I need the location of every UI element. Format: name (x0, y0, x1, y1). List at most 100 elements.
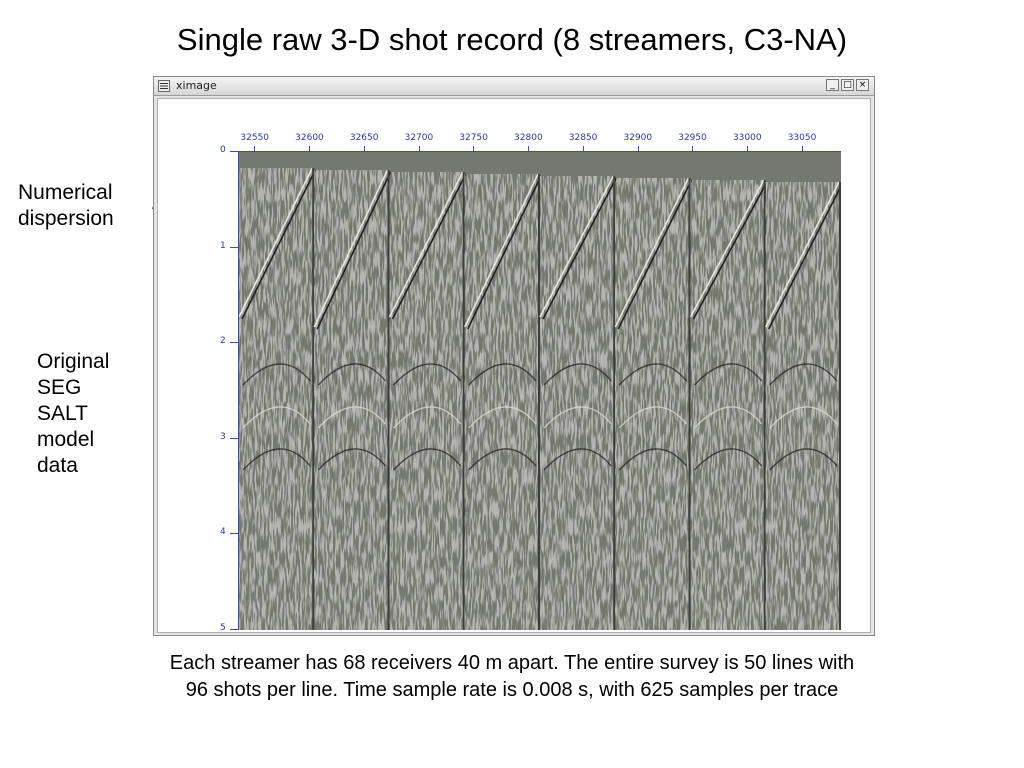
reflection-arc (468, 363, 537, 386)
streamer-panel (765, 181, 843, 630)
first-break-shadow (692, 181, 768, 320)
streamer-panel (313, 169, 392, 630)
streamer-panel (614, 177, 693, 630)
x-tick-label: 32900 (623, 133, 653, 143)
original-label-line: data (37, 454, 78, 477)
streamer-texture (765, 182, 839, 630)
reflection-arc (769, 406, 838, 429)
reflection-arc (242, 363, 311, 386)
reflection-arc (618, 448, 688, 471)
close-button[interactable]: × (856, 79, 869, 91)
x-tick-label: 33000 (732, 133, 762, 143)
x-tick-label: 32550 (240, 133, 270, 143)
x-tick-label: 32600 (295, 133, 324, 143)
y-tick-label: 3 (220, 431, 226, 442)
x-tick-label: 32850 (568, 133, 598, 143)
numerical-dispersion-label: Numerical dispersion (18, 180, 114, 232)
slide-caption: Each streamer has 68 receivers 40 m apar… (40, 650, 984, 704)
caption-line1: Each streamer has 68 receivers 40 m apar… (169, 652, 855, 674)
x-tick-label: 32650 (349, 133, 379, 143)
window-titlebar[interactable]: ximage _ □ × (154, 77, 874, 96)
x-tick-label: 33050 (787, 133, 817, 143)
x-tick-mark (418, 146, 420, 151)
original-label-line: Original (37, 350, 110, 373)
y-tick-label: 0 (220, 145, 226, 155)
window-menu-icon[interactable] (158, 80, 170, 92)
reflection-arc (618, 363, 688, 386)
y-tick-label: 5 (220, 623, 226, 633)
reflection-arc (543, 406, 612, 429)
original-data-label: Original SEG SALT model data (37, 349, 147, 479)
reflection-arc (693, 448, 763, 471)
caption-line2: 96 shots per line. Time sample rate is 0… (185, 679, 839, 701)
y-tick-mark (230, 342, 238, 344)
seismic-traces (238, 152, 843, 630)
first-break-shadow (241, 169, 316, 320)
y-tick-mark (230, 437, 238, 439)
streamer-panel (238, 167, 316, 630)
reflection-arc (317, 406, 387, 429)
y-tick-mark (230, 629, 238, 630)
x-tick-mark (637, 146, 639, 151)
first-break-shadow (467, 175, 542, 330)
first-break-line (388, 171, 464, 318)
x-tick-mark (309, 146, 311, 151)
first-break-line (313, 169, 389, 328)
reflection-arc (242, 448, 311, 471)
first-break-shadow (768, 183, 843, 330)
reflection-arc (392, 448, 462, 471)
reflection-arc (769, 448, 838, 471)
x-tick-label: 32750 (459, 133, 488, 143)
first-break-shadow (391, 173, 467, 320)
reflection-arc (242, 406, 311, 429)
x-tick-label: 32800 (514, 133, 543, 143)
x-tick-label: 32700 (404, 133, 434, 143)
first-break-shadow (617, 179, 693, 330)
maximize-button[interactable]: □ (841, 79, 854, 91)
seismic-image[interactable] (238, 151, 843, 630)
dispersion-label-line2: dispersion (18, 207, 114, 230)
x-tick-mark (473, 146, 475, 151)
reflection-arc (317, 448, 387, 471)
original-label-line: model (37, 428, 95, 451)
first-break-line (614, 177, 690, 328)
streamer-texture (314, 170, 388, 630)
streamer-texture (690, 180, 764, 630)
reflection-arc (468, 448, 537, 471)
reflection-arc (543, 448, 612, 471)
ximage-window[interactable]: ximage _ □ × 32550 32600 (153, 76, 875, 636)
dispersion-label-line1: Numerical (18, 181, 113, 204)
first-break-line (765, 181, 840, 328)
reflection-arc (618, 406, 688, 429)
minimize-button[interactable]: _ (826, 79, 839, 91)
window-title: ximage (176, 79, 217, 92)
x-tick-mark (528, 146, 530, 151)
y-tick-mark (230, 246, 238, 248)
reflection-arc (693, 406, 763, 429)
y-tick-label: 2 (220, 336, 226, 347)
x-tick-mark (801, 146, 803, 151)
first-break-line (464, 173, 539, 328)
reflection-arc (317, 363, 387, 386)
reflection-arc (468, 406, 537, 429)
x-tick-mark (746, 146, 748, 151)
y-tick-label: 1 (220, 240, 226, 251)
x-tick-mark (582, 146, 584, 151)
original-label-line: SALT (37, 402, 88, 425)
slide-title: Single raw 3-D shot record (8 streamers,… (176, 22, 848, 57)
reflection-arc (392, 363, 462, 386)
first-break-line (689, 179, 765, 318)
streamer-panel (539, 175, 617, 630)
first-break-line (539, 175, 614, 318)
first-break-shadow (316, 171, 392, 330)
streamer-texture (239, 168, 313, 630)
x-tick-mark (254, 146, 256, 151)
y-tick-mark (230, 533, 238, 535)
streamer-panel (388, 171, 467, 630)
x-tick-mark (363, 146, 365, 151)
seismic-plot-area[interactable]: 32550 32600 32650 32700 32750 32800 32850 32900… (157, 98, 871, 633)
reflection-arc (769, 363, 838, 386)
reflection-arc (693, 363, 763, 386)
streamer-panel (464, 173, 542, 630)
first-break-line (238, 167, 313, 318)
